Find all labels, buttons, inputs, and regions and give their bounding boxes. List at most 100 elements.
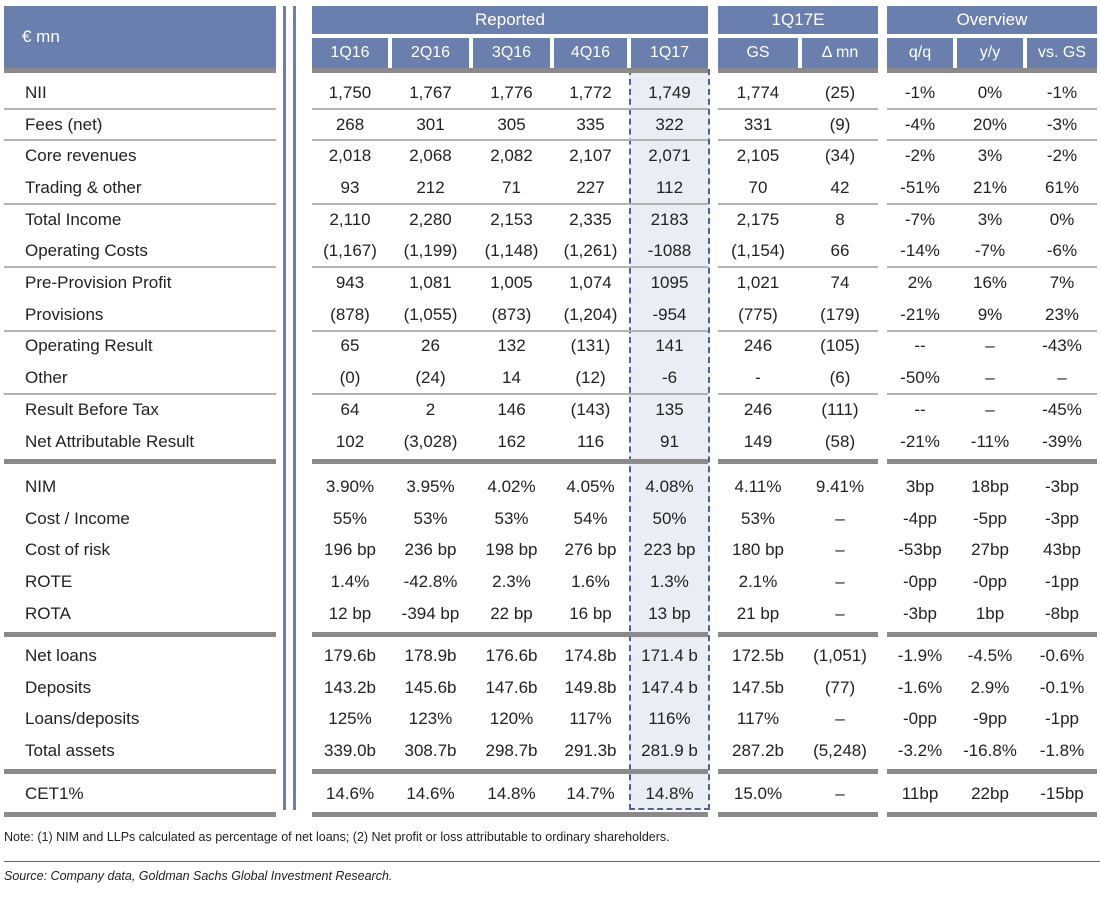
row-label: Cost of risk: [25, 540, 111, 560]
table-cell: 223 bp: [643, 540, 696, 560]
row-divider: [718, 202, 878, 205]
table-cell: 198 bp: [485, 540, 538, 560]
table-cell: 1,750: [328, 82, 372, 102]
row-divider: [887, 202, 1097, 205]
table-cell: 1,005: [490, 273, 533, 293]
table-cell: 9%: [977, 304, 1003, 324]
table-cell: -21%: [900, 304, 940, 324]
table-cell: 16 bp: [569, 603, 612, 623]
table-cell: 50%: [652, 508, 687, 528]
row-divider: [718, 329, 878, 332]
highlight-1q17-column: [629, 69, 710, 810]
table-cell: 339.0b: [324, 740, 376, 760]
table-cell: (1,261): [563, 241, 618, 261]
table-cell: 236 bp: [404, 540, 457, 560]
row-divider: [312, 107, 708, 110]
table-cell: 149: [743, 431, 773, 451]
section-divider: [312, 811, 708, 817]
column-header-yy: y/y: [957, 38, 1023, 68]
table-cell: -3bp: [1044, 476, 1080, 496]
table-cell: 2,175: [736, 209, 780, 229]
table-cell: -16.8%: [963, 740, 1017, 760]
table-cell: –: [835, 709, 845, 729]
table-cell: 227: [576, 177, 605, 197]
table-cell: -50%: [900, 368, 940, 388]
table-cell: 174.8b: [564, 645, 617, 665]
table-cell: 4.11%: [734, 476, 782, 496]
table-cell: (105): [820, 336, 860, 356]
table-cell: 268: [335, 114, 365, 134]
table-cell: -2%: [904, 146, 936, 166]
table-cell: 14.7%: [566, 783, 615, 803]
table-cell: 180 bp: [732, 540, 784, 560]
table-cell: -1%: [1046, 82, 1078, 102]
row-label: CET1%: [25, 783, 84, 803]
table-cell: (878): [330, 304, 370, 324]
table-cell: 1095: [650, 273, 689, 293]
table-cell: 147.6b: [485, 677, 538, 697]
row-label: Core revenues: [25, 146, 137, 166]
vertical-separator: [283, 6, 286, 810]
row-divider: [312, 202, 708, 205]
table-cell: 4.05%: [566, 476, 615, 496]
table-cell: 4.08%: [645, 476, 694, 496]
table-cell: (58): [824, 431, 856, 451]
table-cell: -4pp: [902, 508, 938, 528]
table-row: Operating Costs (1,167) (1,199) (1,148) (1,2…: [0, 236, 1100, 268]
table-cell: -14%: [900, 241, 940, 261]
section-divider: [718, 768, 878, 774]
table-cell: 27bp: [971, 540, 1009, 560]
section-divider: [312, 68, 708, 73]
table-cell: -53bp: [898, 540, 942, 560]
table-cell: 71: [502, 177, 521, 197]
column-header-gs: GS: [718, 38, 798, 68]
table-cell: 3.95%: [406, 476, 455, 496]
group-header-reported: Reported: [312, 6, 708, 34]
table-cell: (3,028): [403, 431, 458, 451]
table-cell: 14.8%: [487, 783, 536, 803]
row-divider: [4, 266, 276, 269]
table-cell: 276 bp: [564, 540, 617, 560]
table-cell: 65: [340, 336, 360, 356]
row-label: Result Before Tax: [25, 399, 159, 419]
group-header-overview: Overview: [887, 6, 1097, 34]
table-cell: -42.8%: [403, 571, 458, 591]
row-label: Net Attributable Result: [25, 431, 195, 451]
section-divider: [4, 768, 276, 774]
table-cell: 1.4%: [330, 571, 370, 591]
table-cell: -3bp: [902, 603, 938, 623]
table-cell: (24): [415, 368, 446, 388]
row-divider: [887, 329, 1097, 332]
table-cell: 116%: [648, 709, 691, 729]
table-cell: 331: [743, 114, 773, 134]
table-cell: -51%: [900, 177, 940, 197]
table-cell: –: [835, 571, 845, 591]
table-cell: 2,107: [569, 146, 612, 166]
table-cell: -1088: [647, 241, 692, 261]
table-cell: 1,749: [648, 82, 691, 102]
table-cell: 23%: [1044, 304, 1080, 324]
table-cell: -15bp: [1040, 783, 1084, 803]
table-row: Result Before Tax 64 2 146 (143) 135 246 (111) -…: [0, 394, 1100, 426]
table-row: NII 1,750 1,767 1,776 1,772 1,749 1,774 (25) -1%…: [0, 77, 1100, 109]
column-header-2q16: 2Q16: [392, 38, 469, 68]
table-cell: 291.3b: [564, 740, 617, 760]
table-cell: (9): [829, 114, 851, 134]
table-row: Operating Result 65 26 132 (131) 141 246 (105) -…: [0, 331, 1100, 363]
row-label: Total assets: [25, 740, 115, 760]
row-label: Provisions: [25, 304, 104, 324]
table-cell: -4%: [904, 114, 936, 134]
table-cell: 12 bp: [328, 603, 372, 623]
section-divider: [312, 631, 708, 637]
table-cell: 2.1%: [738, 571, 778, 591]
row-divider: [718, 266, 878, 269]
table-cell: 64: [340, 399, 360, 419]
table-cell: –: [985, 399, 995, 419]
table-cell: 1,081: [409, 273, 452, 293]
table-cell: 14.6%: [406, 783, 455, 803]
table-cell: -0.1%: [1039, 677, 1085, 697]
table-cell: (1,167): [323, 241, 377, 261]
section-divider: [718, 631, 878, 637]
table-cell: 2,335: [569, 209, 612, 229]
table-cell: 117%: [569, 709, 612, 729]
